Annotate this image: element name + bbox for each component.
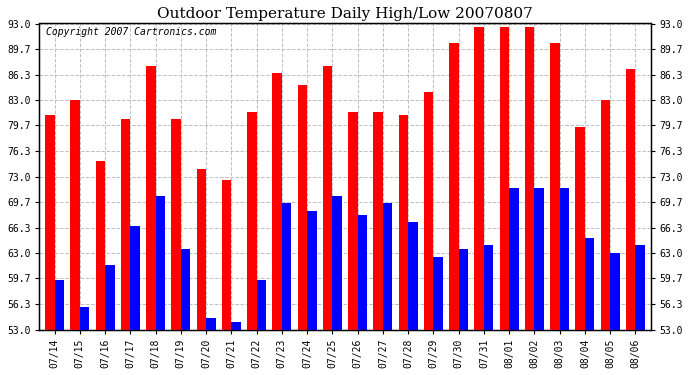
Bar bbox=[509, 188, 519, 375]
Bar bbox=[297, 85, 307, 375]
Bar bbox=[323, 66, 333, 375]
Bar bbox=[534, 188, 544, 375]
Bar bbox=[635, 246, 645, 375]
Bar bbox=[474, 27, 484, 375]
Bar bbox=[307, 211, 317, 375]
Bar bbox=[130, 226, 140, 375]
Bar bbox=[357, 215, 367, 375]
Bar bbox=[433, 257, 443, 375]
Bar bbox=[408, 222, 417, 375]
Bar bbox=[45, 116, 55, 375]
Bar bbox=[373, 111, 383, 375]
Bar bbox=[525, 27, 534, 375]
Bar bbox=[273, 73, 282, 375]
Bar bbox=[55, 280, 64, 375]
Bar bbox=[399, 116, 408, 375]
Bar bbox=[146, 66, 156, 375]
Bar bbox=[247, 111, 257, 375]
Bar bbox=[257, 280, 266, 375]
Bar bbox=[500, 27, 509, 375]
Bar bbox=[231, 322, 241, 375]
Bar bbox=[181, 249, 190, 375]
Bar bbox=[282, 203, 291, 375]
Bar bbox=[348, 111, 357, 375]
Bar bbox=[459, 249, 469, 375]
Text: Copyright 2007 Cartronics.com: Copyright 2007 Cartronics.com bbox=[46, 27, 216, 36]
Bar bbox=[484, 246, 493, 375]
Bar bbox=[197, 169, 206, 375]
Title: Outdoor Temperature Daily High/Low 20070807: Outdoor Temperature Daily High/Low 20070… bbox=[157, 7, 533, 21]
Bar bbox=[121, 119, 130, 375]
Bar bbox=[550, 43, 560, 375]
Bar bbox=[80, 307, 90, 375]
Bar bbox=[70, 100, 80, 375]
Bar bbox=[585, 238, 595, 375]
Bar bbox=[333, 196, 342, 375]
Bar bbox=[105, 265, 115, 375]
Bar bbox=[206, 318, 216, 375]
Bar bbox=[156, 196, 165, 375]
Bar bbox=[610, 253, 620, 375]
Bar bbox=[221, 180, 231, 375]
Bar bbox=[95, 161, 105, 375]
Bar bbox=[600, 100, 610, 375]
Bar bbox=[383, 203, 393, 375]
Bar bbox=[171, 119, 181, 375]
Bar bbox=[449, 43, 459, 375]
Bar bbox=[575, 127, 585, 375]
Bar bbox=[424, 92, 433, 375]
Bar bbox=[560, 188, 569, 375]
Bar bbox=[626, 69, 635, 375]
